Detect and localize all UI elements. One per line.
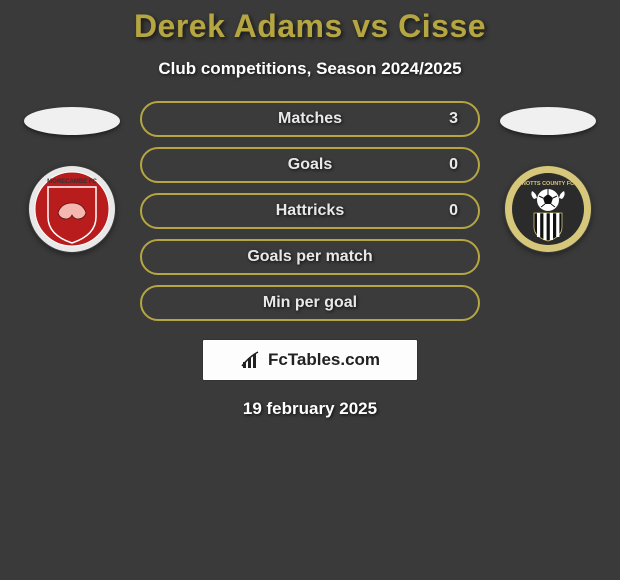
stat-row-goals-per-match: Goals per match (140, 239, 480, 275)
stat-label: Goals (142, 156, 478, 174)
left-club-badge: MORECAMBE FC (28, 165, 116, 253)
stat-label: Min per goal (142, 294, 478, 312)
stat-label: Hattricks (142, 202, 478, 220)
bar-chart-icon (240, 348, 264, 372)
date-label: 19 february 2025 (243, 399, 377, 419)
page-title: Derek Adams vs Cisse (134, 8, 486, 45)
svg-text:NOTTS COUNTY FC: NOTTS COUNTY FC (522, 181, 574, 187)
comparison-card: Derek Adams vs Cisse Club competitions, … (0, 0, 620, 419)
fctables-watermark: FcTables.com (202, 339, 418, 381)
stat-row-hattricks: Hattricks 0 (140, 193, 480, 229)
subtitle: Club competitions, Season 2024/2025 (158, 59, 461, 79)
stat-value-right: 0 (449, 156, 458, 174)
notts-county-badge-icon: NOTTS COUNTY FC (504, 165, 592, 253)
stat-value-right: 0 (449, 202, 458, 220)
left-column: MORECAMBE FC (22, 107, 122, 253)
right-column: NOTTS COUNTY FC (498, 107, 598, 253)
svg-text:MORECAMBE FC: MORECAMBE FC (47, 179, 97, 185)
stat-label: Goals per match (142, 248, 478, 266)
main-row: MORECAMBE FC Matches 3 Goals 0 Hattricks… (0, 107, 620, 321)
stat-label: Matches (142, 110, 478, 128)
stats-column: Matches 3 Goals 0 Hattricks 0 Goals per … (140, 101, 480, 321)
stat-row-matches: Matches 3 (140, 101, 480, 137)
stat-row-goals: Goals 0 (140, 147, 480, 183)
stat-value-right: 3 (449, 110, 458, 128)
morecambe-badge-icon: MORECAMBE FC (28, 165, 116, 253)
fctables-label: FcTables.com (268, 350, 380, 370)
stat-row-min-per-goal: Min per goal (140, 285, 480, 321)
left-ellipse (24, 107, 120, 135)
right-club-badge: NOTTS COUNTY FC (504, 165, 592, 253)
right-ellipse (500, 107, 596, 135)
